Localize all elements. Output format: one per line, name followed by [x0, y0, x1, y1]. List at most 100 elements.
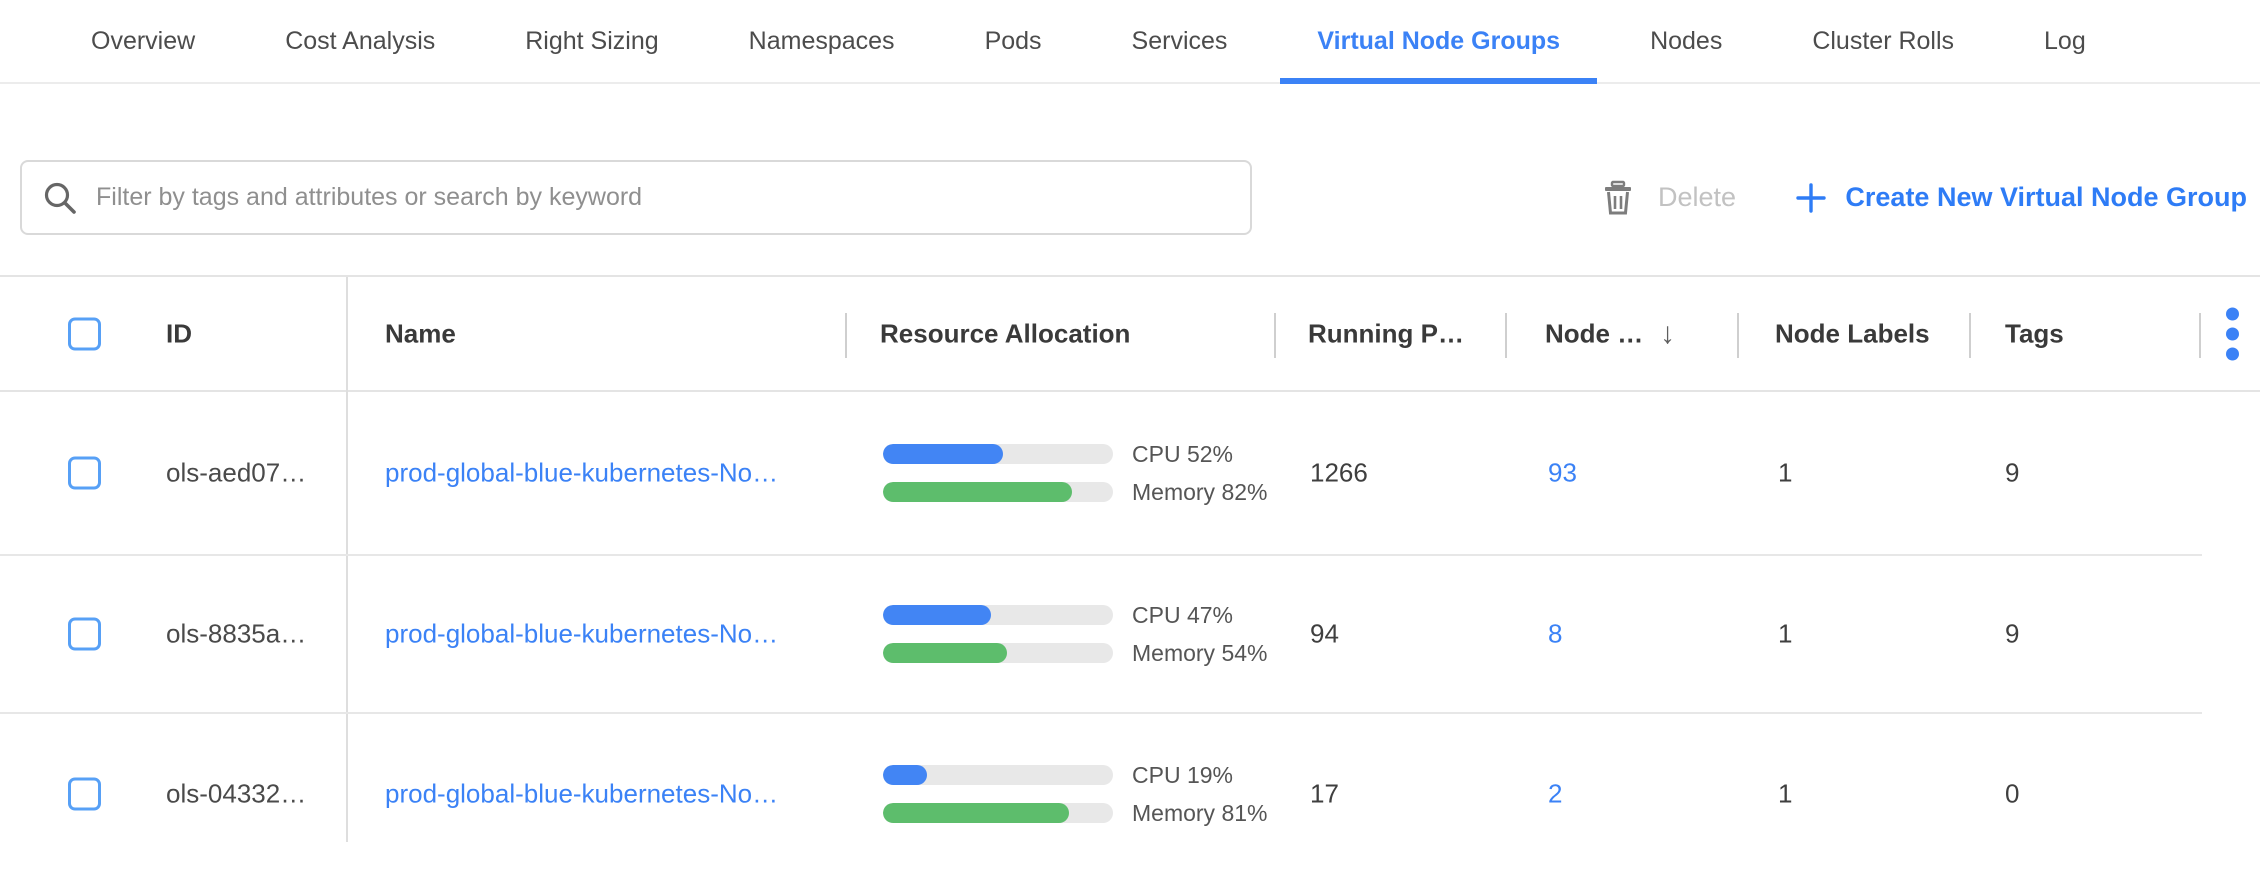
sort-descending-icon[interactable]: ↓ — [1660, 316, 1675, 350]
column-header-nodes[interactable]: Node … — [1545, 318, 1644, 348]
column-header-running-pods[interactable]: Running P… — [1308, 318, 1464, 348]
memory-label: Memory 82% — [1132, 478, 1268, 505]
cpu-usage-fill — [883, 444, 1003, 464]
kebab-dot — [2226, 307, 2239, 320]
column-header-tags[interactable]: Tags — [2005, 318, 2064, 348]
nodes-count-link[interactable]: 93 — [1548, 457, 1577, 488]
trash-icon — [1605, 180, 1631, 214]
pinned-column-divider — [346, 277, 348, 842]
tab-virtual-node-groups[interactable]: Virtual Node Groups — [1272, 0, 1605, 84]
tab-label: Cluster Rolls — [1812, 26, 1955, 55]
tab-label: Virtual Node Groups — [1317, 26, 1561, 55]
table-row: ols-aed07… prod-global-blue-kubernetes-N… — [0, 392, 2260, 554]
node-labels-value: 1 — [1778, 457, 1793, 488]
tab-label: Cost Analysis — [285, 26, 436, 55]
tab-label: Log — [2044, 26, 2086, 55]
memory-label: Memory 54% — [1132, 639, 1268, 666]
table-row: ols-8835a… prod-global-blue-kubernetes-N… — [0, 556, 2260, 712]
node-labels-value: 1 — [1778, 778, 1793, 809]
resource-allocation-labels: CPU 52% Memory 82% — [1132, 440, 1268, 505]
tab-label: Pods — [984, 26, 1042, 55]
resource-allocation-bars — [883, 605, 1113, 663]
virtual-node-groups-page: Overview Cost Analysis Right Sizing Name… — [0, 0, 2260, 842]
tab-namespaces[interactable]: Namespaces — [704, 0, 940, 82]
table-header: ID Name Resource Allocation Running P… N… — [0, 275, 2260, 392]
column-header-node-labels[interactable]: Node Labels — [1775, 318, 1930, 348]
memory-usage-bar — [883, 643, 1113, 663]
row-id: ols-04332… — [166, 778, 307, 809]
tags-value: 0 — [2005, 778, 2020, 809]
tab-services[interactable]: Services — [1087, 0, 1273, 82]
node-labels-value: 1 — [1778, 618, 1793, 649]
column-divider — [1505, 313, 1507, 358]
column-divider — [1737, 313, 1739, 358]
row-name-link[interactable]: prod-global-blue-kubernetes-No… — [385, 778, 779, 809]
table-row: ols-04332… prod-global-blue-kubernetes-N… — [0, 714, 2260, 874]
delete-button[interactable]: Delete — [1600, 160, 1736, 235]
memory-usage-bar — [883, 803, 1113, 823]
column-header-name[interactable]: Name — [385, 318, 456, 348]
memory-usage-fill — [883, 482, 1072, 502]
row-divider — [0, 554, 2202, 556]
column-header-id[interactable]: ID — [166, 318, 192, 348]
plus-icon — [1796, 182, 1827, 213]
memory-usage-bar — [883, 482, 1113, 502]
memory-usage-fill — [883, 803, 1070, 823]
tab-cost-analysis[interactable]: Cost Analysis — [240, 0, 480, 82]
filter-search-box[interactable] — [20, 160, 1252, 235]
cpu-usage-bar — [883, 765, 1113, 785]
resource-allocation-bars — [883, 765, 1113, 823]
row-name-link[interactable]: prod-global-blue-kubernetes-No… — [385, 618, 779, 649]
tab-right-sizing[interactable]: Right Sizing — [480, 0, 703, 82]
nodes-count-link[interactable]: 8 — [1548, 618, 1563, 649]
row-id: ols-8835a… — [166, 618, 307, 649]
running-pods-value: 17 — [1310, 778, 1339, 809]
cpu-label: CPU 47% — [1132, 601, 1233, 628]
tab-bar: Overview Cost Analysis Right Sizing Name… — [0, 0, 2260, 84]
running-pods-value: 1266 — [1310, 457, 1368, 488]
tags-value: 9 — [2005, 618, 2020, 649]
row-checkbox[interactable] — [68, 777, 101, 811]
column-divider — [845, 313, 847, 358]
column-menu-button[interactable] — [2222, 303, 2243, 364]
tab-cluster-rolls[interactable]: Cluster Rolls — [1767, 0, 1999, 82]
column-divider — [1274, 313, 1276, 358]
running-pods-value: 94 — [1310, 618, 1339, 649]
select-all-checkbox[interactable] — [68, 317, 101, 350]
memory-usage-fill — [883, 643, 1008, 663]
create-new-virtual-node-group-button[interactable]: Create New Virtual Node Group — [1795, 160, 2247, 235]
tab-label: Nodes — [1650, 26, 1723, 55]
kebab-dot — [2226, 327, 2239, 340]
nodes-count-link[interactable]: 2 — [1548, 778, 1563, 809]
tab-nodes[interactable]: Nodes — [1605, 0, 1767, 82]
row-checkbox[interactable] — [68, 456, 101, 490]
delete-button-label: Delete — [1658, 182, 1737, 212]
search-icon — [44, 182, 76, 214]
cpu-usage-bar — [883, 444, 1113, 464]
create-button-label: Create New Virtual Node Group — [1845, 182, 2247, 212]
resource-allocation-bars — [883, 444, 1113, 502]
resource-allocation-labels: CPU 19% Memory 81% — [1132, 761, 1268, 826]
resource-allocation-labels: CPU 47% Memory 54% — [1132, 601, 1268, 666]
column-divider — [2199, 313, 2201, 358]
tab-label: Namespaces — [748, 26, 895, 55]
cpu-label: CPU 52% — [1132, 440, 1233, 467]
row-checkbox[interactable] — [68, 617, 101, 651]
cpu-label: CPU 19% — [1132, 761, 1233, 788]
cpu-usage-fill — [883, 765, 927, 785]
kebab-dot — [2226, 347, 2239, 360]
tab-log[interactable]: Log — [1999, 0, 2131, 82]
row-divider — [0, 712, 2202, 714]
tab-label: Right Sizing — [525, 26, 659, 55]
tab-label: Overview — [91, 26, 196, 55]
cpu-usage-bar — [883, 605, 1113, 625]
cpu-usage-fill — [883, 605, 992, 625]
memory-label: Memory 81% — [1132, 799, 1268, 826]
tab-pods[interactable]: Pods — [940, 0, 1087, 82]
tab-overview[interactable]: Overview — [46, 0, 240, 82]
column-header-resource-allocation[interactable]: Resource Allocation — [880, 318, 1131, 348]
tab-label: Services — [1131, 26, 1228, 55]
row-name-link[interactable]: prod-global-blue-kubernetes-No… — [385, 457, 779, 488]
search-input[interactable] — [96, 183, 1230, 212]
tags-value: 9 — [2005, 457, 2020, 488]
